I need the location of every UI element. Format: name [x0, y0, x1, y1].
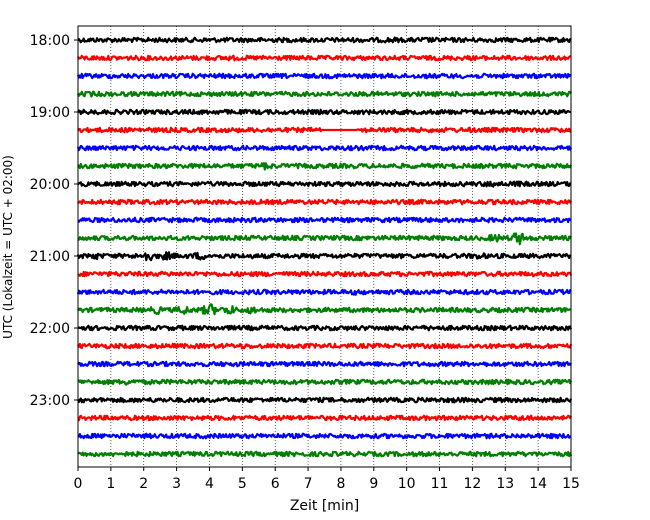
- y-axis-label: UTC (Lokalzeit = UTC + 02:00): [1, 155, 15, 339]
- trace-1800: [77, 36, 572, 44]
- trace-1945: [77, 162, 573, 171]
- x-axis-label: Zeit [min]: [290, 498, 359, 514]
- trace-2330: [77, 432, 572, 440]
- y-tick-label: 18:00: [30, 33, 70, 49]
- trace-1900: [77, 108, 572, 116]
- x-tick-label: 10: [398, 476, 416, 492]
- trace-2300: [76, 396, 573, 404]
- trace-1830: [76, 72, 572, 80]
- trace-1815: [76, 54, 572, 62]
- x-tick-label: 9: [369, 476, 378, 492]
- x-tick-label: 0: [74, 476, 83, 492]
- x-tick-label: 6: [271, 476, 280, 492]
- trace-1930: [76, 144, 573, 152]
- x-tick-label: 12: [463, 476, 481, 492]
- x-tick-label: 7: [304, 476, 313, 492]
- x-tick-label: 8: [336, 476, 345, 492]
- x-tick-label: 13: [496, 476, 514, 492]
- x-tick-label: 14: [529, 476, 547, 492]
- x-tick-label: 15: [562, 476, 580, 492]
- trace-2215: [76, 342, 573, 350]
- y-tick-label: 23:00: [30, 393, 70, 409]
- x-tick-label: 4: [205, 476, 214, 492]
- trace-2130: [76, 288, 572, 296]
- y-axis: 18:00 19:00 20:00 21:00 22:00 23:00: [30, 33, 78, 409]
- x-tick-label: 11: [431, 476, 449, 492]
- y-tick-label: 20:00: [30, 177, 70, 193]
- trace-2245: [77, 378, 573, 386]
- trace-2315: [77, 414, 573, 422]
- plot-frame: [77, 25, 572, 468]
- trace-1845: [76, 90, 572, 98]
- trace-2345: [77, 450, 573, 458]
- trace-2200: [77, 324, 573, 332]
- x-tick-label: 5: [238, 476, 247, 492]
- trace-layer: [76, 36, 573, 458]
- trace-2030: [77, 216, 572, 224]
- y-tick-label: 21:00: [30, 249, 70, 265]
- x-axis: 0 1 2 3 4 5 6 7 8 9 10 11 12 13 14 15: [74, 467, 580, 492]
- y-tick-label: 19:00: [30, 105, 70, 121]
- y-tick-label: 22:00: [30, 321, 70, 337]
- trace-2230: [77, 360, 572, 368]
- x-tick-label: 2: [139, 476, 148, 492]
- trace-2145: [77, 303, 572, 316]
- x-tick-label: 3: [172, 476, 181, 492]
- x-tick-label: 1: [106, 476, 115, 492]
- trace-2000: [77, 180, 572, 188]
- trace-2045: [77, 232, 573, 246]
- trace-2100: [76, 251, 572, 262]
- trace-2115: [77, 270, 573, 278]
- trace-2015: [77, 198, 572, 206]
